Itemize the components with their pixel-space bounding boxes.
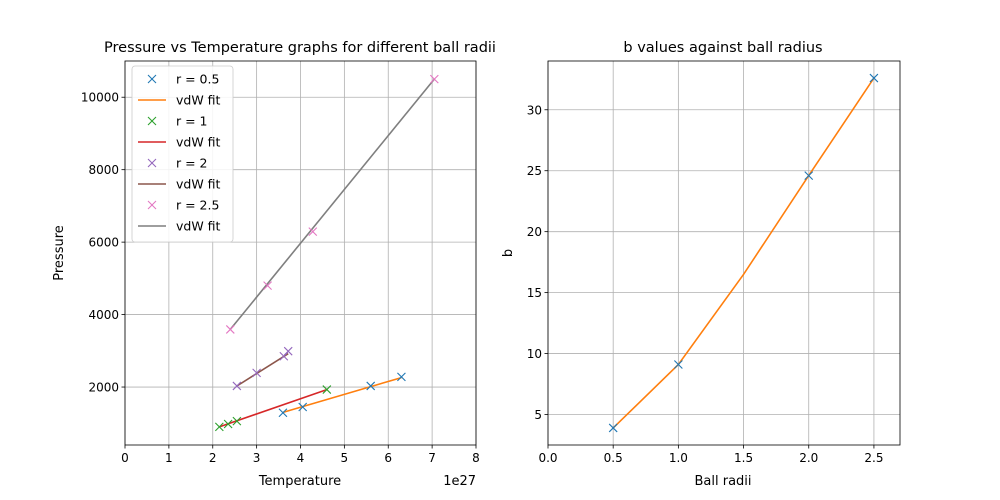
legend-marker-swatch — [147, 74, 157, 84]
fit-line — [229, 78, 435, 330]
data-point — [322, 385, 332, 394]
x-tick-label: 7 — [428, 451, 436, 465]
axes-frame — [547, 60, 901, 446]
data-point — [263, 281, 272, 290]
y-axis-label: Pressure — [52, 225, 67, 281]
legend-label: vdW fit — [176, 219, 221, 234]
x-tick-label: 0.0 — [538, 451, 557, 465]
fit-line — [236, 353, 289, 387]
y-tick-label: 6000 — [88, 236, 119, 250]
y-tick-label: 20 — [527, 225, 542, 239]
data-point — [869, 73, 879, 83]
legend-label: r = 2 — [176, 156, 208, 171]
y-tick-label: 10 — [527, 347, 542, 361]
x-tick-label: 0.5 — [604, 451, 623, 465]
x-tick-label: 0 — [121, 451, 129, 465]
y-ticks: 2000 4000 6000 8000 10000 — [81, 91, 125, 395]
legend-item: r = 1 — [147, 114, 208, 129]
legend-label: r = 0.5 — [176, 72, 219, 87]
x-tick-label: 6 — [384, 451, 392, 465]
y-tick-label: 10000 — [81, 91, 119, 105]
data-point — [298, 402, 308, 412]
chart-title: b values against ball radius — [623, 40, 822, 56]
x-ticks: 0 1 2 3 4 5 6 7 8 — [121, 445, 480, 465]
data-points — [214, 74, 439, 432]
data-point — [225, 325, 235, 334]
data-points — [608, 73, 879, 433]
x-tick-label: 2.0 — [799, 451, 818, 465]
legend-marker-swatch — [147, 200, 157, 210]
x-axis-label: Temperature — [258, 474, 341, 489]
y-tick-label: 25 — [527, 164, 542, 178]
legend-marker-swatch — [147, 116, 157, 126]
x-axis-label: Ball radii — [694, 474, 751, 489]
fit-lines — [612, 77, 875, 429]
b-radius-chart: b values against ball radius 0.0 0.5 1.0 1.… — [501, 40, 901, 489]
y-tick-label: 30 — [527, 103, 542, 117]
data-point — [283, 346, 293, 356]
legend-item: r = 2.5 — [147, 198, 219, 213]
x-tick-label: 5 — [341, 451, 349, 465]
legend-item: r = 0.5 — [147, 72, 219, 87]
pressure-temperature-chart: Pressure vs Temperature graphs for diffe… — [52, 40, 496, 489]
x-tick-label: 2 — [209, 451, 217, 465]
y-tick-label: 4000 — [88, 308, 119, 322]
data-point — [232, 381, 242, 391]
x-tick-label: 3 — [253, 451, 261, 465]
legend-item: vdW fit — [138, 219, 221, 234]
x-tick-label: 8 — [472, 451, 480, 465]
fit-line — [612, 77, 875, 429]
y-axis-label: b — [501, 249, 516, 257]
x-tick-label: 2.5 — [864, 451, 883, 465]
legend-box — [131, 65, 234, 243]
data-point — [673, 360, 683, 369]
chart-title: Pressure vs Temperature graphs for diffe… — [104, 40, 496, 56]
legend-label: vdW fit — [176, 135, 221, 150]
x-tick-label: 1.0 — [669, 451, 688, 465]
x-tick-label: 1.5 — [734, 451, 753, 465]
data-point — [214, 422, 224, 432]
legend-item: vdW fit — [138, 93, 221, 108]
data-point — [308, 227, 318, 237]
data-point — [223, 419, 233, 429]
data-point — [608, 423, 618, 433]
data-point — [429, 74, 439, 84]
data-point — [804, 171, 814, 180]
legend-item: vdW fit — [138, 135, 221, 150]
y-tick-label: 2000 — [88, 381, 119, 395]
x-tick-label: 4 — [297, 451, 305, 465]
y-tick-label: 8000 — [88, 163, 119, 177]
data-point — [232, 416, 242, 426]
legend-item: vdW fit — [138, 177, 221, 192]
legend-label: vdW fit — [176, 93, 221, 108]
data-point — [366, 381, 376, 391]
legend-marker-swatch — [147, 158, 157, 168]
y-tick-label: 15 — [527, 286, 542, 300]
data-point — [397, 372, 406, 382]
legend-label: r = 2.5 — [176, 198, 219, 213]
x-ticks: 0.0 0.5 1.0 1.5 2.0 2.5 — [538, 445, 883, 465]
data-point — [278, 408, 288, 418]
legend-item: r = 2 — [147, 156, 208, 171]
legend-label: r = 1 — [176, 114, 208, 129]
x-tick-label: 1 — [165, 451, 173, 465]
y-ticks: 5 10 15 20 25 30 — [527, 103, 548, 422]
x-offset-label: 1e27 — [443, 474, 476, 489]
data-point — [252, 368, 262, 378]
legend-label: vdW fit — [176, 177, 221, 192]
y-tick-label: 5 — [534, 408, 542, 422]
legend: r = 0.5 vdW fit r = 1 vdW fit r = 2 vdW fit r … — [131, 65, 234, 243]
